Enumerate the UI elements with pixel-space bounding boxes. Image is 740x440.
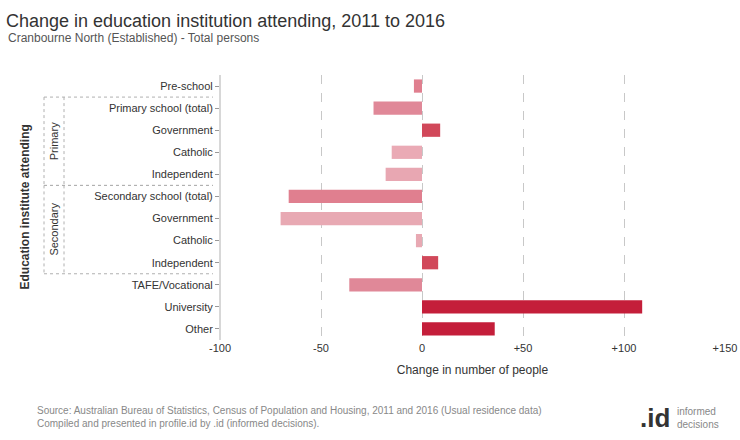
svg-text:Independent: Independent [152,257,213,269]
svg-text:Other: Other [185,323,213,335]
svg-text:Secondary school (total): Secondary school (total) [94,190,213,202]
svg-text:Change in education institutio: Change in education institution attendin… [6,11,445,31]
svg-text:TAFE/Vocational: TAFE/Vocational [132,279,213,291]
svg-text:Primary school (total): Primary school (total) [109,102,213,114]
svg-text:informeddecisions: informeddecisions [677,406,719,430]
svg-text:Independent: Independent [152,168,213,180]
svg-text:Secondary: Secondary [48,202,60,255]
svg-text:+100: +100 [612,342,637,354]
svg-text:Government: Government [152,212,213,224]
svg-text:Catholic: Catholic [173,234,213,246]
svg-text:Source: Australian Bureau of S: Source: Australian Bureau of Statistics,… [37,405,542,416]
svg-text:0: 0 [419,342,425,354]
svg-text:Primary: Primary [48,122,60,160]
svg-text:+50: +50 [514,342,533,354]
svg-text:.id: .id [640,403,670,433]
svg-text:Compiled and presented in prof: Compiled and presented in profile.id by … [37,418,319,429]
svg-text:Catholic: Catholic [173,146,213,158]
svg-text:University: University [165,301,214,313]
svg-text:+150: +150 [713,342,738,354]
svg-text:Change in number of people: Change in number of people [397,363,549,377]
svg-text:Pre-school: Pre-school [160,80,213,92]
svg-text:Education institute attending: Education institute attending [18,124,32,289]
svg-text:-100: -100 [209,342,231,354]
svg-text:Government: Government [152,124,213,136]
svg-text:-50: -50 [313,342,329,354]
svg-text:Cranbourne North (Established): Cranbourne North (Established) - Total p… [8,31,259,45]
